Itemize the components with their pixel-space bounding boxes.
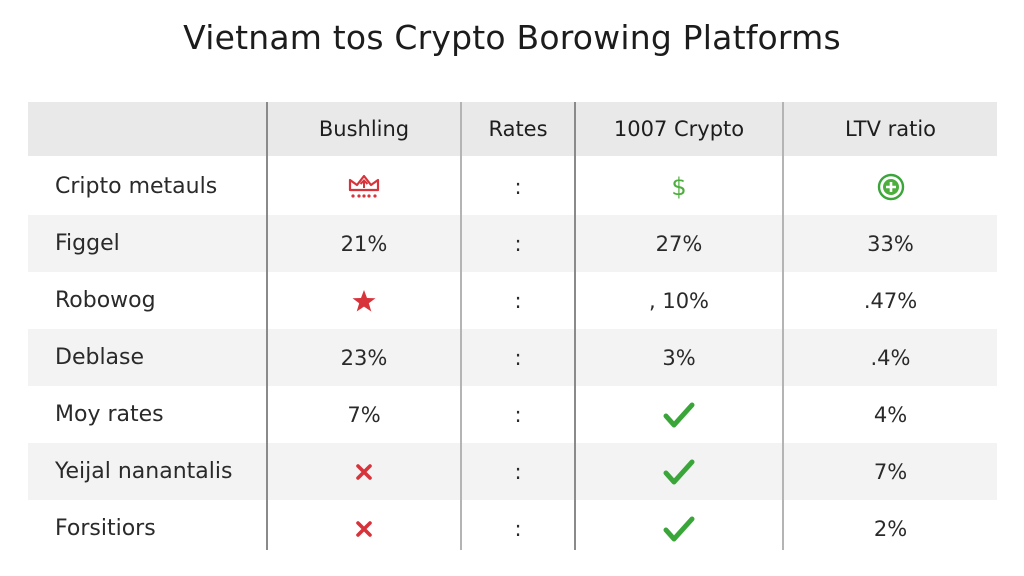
cell-bushling <box>268 500 460 557</box>
cell-rates: : <box>514 402 522 427</box>
row-label: Figgel <box>55 231 120 256</box>
cell-1007-crypto: 3% <box>662 345 696 370</box>
cell-rates: : <box>514 174 522 199</box>
row-label: Forsitiors <box>55 516 156 541</box>
cell-ltv: 7% <box>873 459 908 484</box>
cell-ltv <box>784 158 997 215</box>
cross-icon <box>354 519 374 539</box>
table-row: Robowog : , 10% .47% <box>28 272 997 329</box>
table-row: Figgel 21% : 27% 33% <box>28 215 997 272</box>
column-divider <box>460 102 462 550</box>
crown-icon <box>346 174 382 200</box>
cell-bushling <box>268 443 460 500</box>
column-divider <box>782 102 784 550</box>
page-title: Vietnam tos Crypto Borowing Platforms <box>183 18 841 57</box>
cell-rates: : <box>514 516 522 541</box>
plus-circle-icon <box>876 172 906 202</box>
cell-ltv: .47% <box>863 288 918 313</box>
cell-bushling <box>268 158 460 215</box>
header-bushling: Bushling <box>318 117 410 141</box>
header-cell-empty <box>28 102 293 156</box>
table-row: Deblase 23% : 3% .4% <box>28 329 997 386</box>
cell-rates: : <box>514 345 522 370</box>
row-label: Robowog <box>55 288 156 313</box>
cell-ltv: .4% <box>870 345 911 370</box>
row-label: Deblase <box>55 345 145 370</box>
table-row: Forsitiors : 2% <box>28 500 997 557</box>
cross-icon <box>354 462 374 482</box>
cell-1007-crypto <box>576 443 782 500</box>
cell-ltv: 33% <box>867 231 914 256</box>
cell-1007-crypto: , 10% <box>648 288 710 313</box>
check-icon <box>663 401 695 429</box>
table-row: Cripto metauls : $ <box>28 158 997 215</box>
header-ltv-ratio: LTV ratio <box>844 117 937 141</box>
row-label: Cripto metauls <box>55 174 218 199</box>
cell-ltv: 4% <box>873 402 908 427</box>
cell-bushling: 7% <box>347 402 381 427</box>
cell-ltv: 2% <box>873 516 908 541</box>
column-divider <box>266 102 268 550</box>
cell-1007-crypto <box>576 386 782 443</box>
table-row: Yeijal nanantalis : 7% <box>28 443 997 500</box>
cell-bushling: 23% <box>340 345 388 370</box>
cell-1007-crypto: 27% <box>655 231 703 256</box>
row-label: Moy rates <box>55 402 164 427</box>
comparison-table: Bushling Rates 1007 Crypto LTV ratio Cri… <box>28 102 997 552</box>
cell-rates: : <box>514 459 522 484</box>
star-icon <box>351 288 377 314</box>
header-rates: Rates <box>488 117 548 141</box>
table-header-row: Bushling Rates 1007 Crypto LTV ratio <box>28 102 997 156</box>
dollar-icon: $ <box>671 172 687 201</box>
table-row: Moy rates 7% : 4% <box>28 386 997 443</box>
cell-bushling <box>268 272 460 329</box>
check-icon <box>663 515 695 543</box>
header-1007-crypto: 1007 Crypto <box>613 117 745 141</box>
column-divider <box>574 102 576 550</box>
check-icon <box>663 458 695 486</box>
cell-rates: : <box>514 288 522 313</box>
cell-bushling: 21% <box>340 231 388 256</box>
row-label: Yeijal nanantalis <box>55 459 233 484</box>
cell-1007-crypto <box>576 500 782 557</box>
cell-rates: : <box>514 231 522 256</box>
